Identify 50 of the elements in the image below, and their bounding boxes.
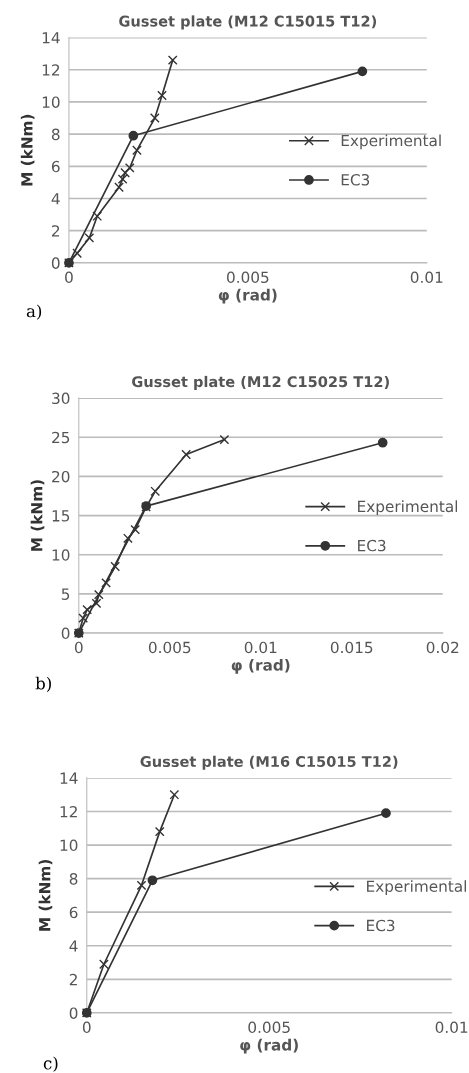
x-tick-label: 0.01 bbox=[435, 1021, 468, 1034]
y-tick-label: 15 bbox=[52, 510, 70, 522]
x-axis-title: φ (rad) bbox=[218, 288, 277, 304]
y-tick-label: 0 bbox=[51, 257, 60, 269]
legend-label: EC3 bbox=[341, 173, 370, 186]
chart-title: Gusset plate (M12 C15025 T12) bbox=[132, 375, 389, 390]
y-axis-title: M (kNm) bbox=[38, 860, 53, 931]
x-tick-label: 0.02 bbox=[426, 641, 459, 654]
y-tick-label: 12 bbox=[42, 64, 60, 76]
x-tick-label: 0 bbox=[82, 1021, 91, 1034]
y-tick-label: 0 bbox=[61, 627, 70, 640]
y-tick-label: 2 bbox=[52, 225, 60, 237]
y-tick-label: 30 bbox=[52, 392, 70, 405]
x-axis-title: φ (rad) bbox=[231, 658, 290, 674]
y-tick-label: 8 bbox=[69, 873, 78, 885]
y-tick-label: 10 bbox=[42, 96, 60, 108]
y-tick-label: 8 bbox=[51, 128, 60, 141]
legend-label: Experimental bbox=[341, 134, 441, 150]
y-tick-label: 4 bbox=[51, 193, 60, 205]
x-tick-label: 0.005 bbox=[148, 641, 191, 654]
y-tick-label: 5 bbox=[61, 588, 70, 600]
x-tick-label: 0.01 bbox=[410, 271, 443, 284]
y-tick-label: 14 bbox=[42, 32, 60, 44]
y-tick-label: 4 bbox=[69, 940, 78, 952]
y-tick-label: 0 bbox=[69, 1007, 78, 1019]
x-axis-title: φ (rad) bbox=[240, 1038, 298, 1054]
x-tick-label: 0.005 bbox=[227, 271, 269, 284]
legend-label: EC3 bbox=[358, 539, 386, 552]
text: b) bbox=[35, 676, 51, 692]
text: c) bbox=[43, 1056, 58, 1072]
y-tick-label: 2 bbox=[69, 973, 77, 986]
y-tick-label: 20 bbox=[52, 470, 70, 483]
x-tick-label: 0.015 bbox=[330, 641, 373, 654]
text: a) bbox=[26, 304, 42, 320]
y-tick-label: 14 bbox=[60, 772, 78, 784]
x-tick-label: 0.005 bbox=[248, 1021, 290, 1034]
y-tick-label: 25 bbox=[52, 431, 70, 444]
chart-title: Gusset plate (M12 C15015 T12) bbox=[119, 15, 377, 30]
legend-label: EC3 bbox=[367, 919, 395, 932]
y-axis-title: M (kNm) bbox=[20, 114, 35, 186]
y-tick-label: 10 bbox=[52, 549, 70, 561]
y-axis-title: M (kNm) bbox=[30, 480, 45, 551]
y-tick-label: 10 bbox=[60, 839, 78, 852]
x-tick-label: 0.01 bbox=[244, 641, 277, 654]
y-tick-label: 6 bbox=[51, 160, 60, 173]
chart-title: Gusset plate (M16 C15015 T12) bbox=[140, 755, 398, 770]
y-tick-label: 12 bbox=[60, 805, 77, 818]
y-tick-label: 6 bbox=[69, 906, 78, 919]
legend-label: Experimental bbox=[358, 500, 458, 516]
legend-label: Experimental bbox=[367, 880, 466, 895]
